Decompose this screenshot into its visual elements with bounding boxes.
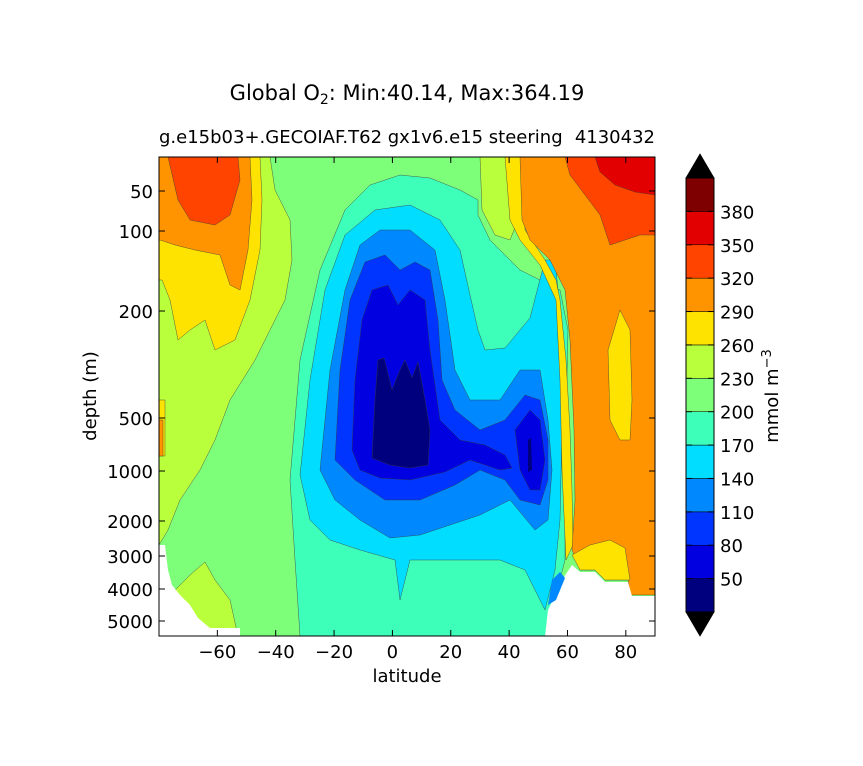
topography-north-cap xyxy=(548,572,565,605)
colorbar-tick-label: 50 xyxy=(720,570,743,591)
colorbar-segment xyxy=(685,511,715,546)
colorbar-segment xyxy=(685,578,715,613)
y-axis-label: depth (m) xyxy=(80,351,101,441)
band-20-north xyxy=(528,438,532,472)
x-tick-label: −60 xyxy=(198,642,236,663)
colorbar-segment xyxy=(685,244,715,279)
y-tick-label: 5000 xyxy=(107,612,153,633)
contour-field xyxy=(159,157,655,636)
band-320-south xyxy=(167,157,241,226)
y-tick-label: 2000 xyxy=(107,512,153,533)
chart-subtitle-left: g.e15b03+.GECOIAF.T62 gx1v6.e15 steering xyxy=(159,127,563,148)
colorbar-segment xyxy=(685,544,715,579)
x-tick-label: 80 xyxy=(614,642,637,663)
colorbar-segment xyxy=(685,177,715,212)
x-tick-label: −40 xyxy=(257,642,295,663)
colorbar-tick-label: 110 xyxy=(720,503,754,524)
plot-frame xyxy=(158,156,656,637)
band-290-edge xyxy=(159,419,164,457)
x-axis-label: latitude xyxy=(372,666,441,687)
y-tick-label: 50 xyxy=(130,182,153,203)
y-tick-label: 500 xyxy=(119,409,153,430)
y-tick-label: 1000 xyxy=(107,462,153,483)
band-290-north xyxy=(519,157,655,596)
band-350-north xyxy=(594,157,655,196)
colorbar-tick-label: 260 xyxy=(720,336,754,357)
topography-south xyxy=(159,545,240,636)
colorbar-tick-label: 80 xyxy=(720,536,743,557)
colorbar-label: mmol m−3 xyxy=(760,349,783,443)
band-260-arctic xyxy=(607,309,633,441)
chart-title: Global O2: Min:40.14, Max:364.19 xyxy=(230,81,585,108)
colorbar-tick-label: 320 xyxy=(720,269,754,290)
colorbar-segment xyxy=(685,444,715,479)
chart-subtitle-right: 4130432 xyxy=(575,127,655,148)
colorbar-segment xyxy=(685,277,715,312)
y-axis: 50 100 200 500 1000 2000 3000 4000 5000 xyxy=(107,182,655,633)
y-tick-label: 200 xyxy=(119,302,153,323)
colorbar-tick-label: 380 xyxy=(720,202,754,223)
colorbar-tick-label: 230 xyxy=(720,369,754,390)
colorbar-segment xyxy=(685,411,715,446)
colorbar-extend-low xyxy=(685,611,715,637)
colorbar-segment xyxy=(685,478,715,513)
y-tick-label: 4000 xyxy=(107,580,153,601)
y-tick-label: 100 xyxy=(119,222,153,243)
x-tick-label: −20 xyxy=(315,642,353,663)
colorbar-tick-label: 350 xyxy=(720,236,754,257)
colorbar-tick-label: 200 xyxy=(720,403,754,424)
colorbar-segment xyxy=(685,344,715,379)
x-tick-label: 20 xyxy=(439,642,462,663)
colorbar-segment xyxy=(685,311,715,346)
topography-north xyxy=(545,565,655,636)
band-260-north xyxy=(504,157,574,561)
x-axis: −60 −40 −20 0 20 40 60 80 xyxy=(198,157,637,663)
colorbar-frame xyxy=(685,177,715,613)
colorbar-segment xyxy=(685,378,715,412)
y-tick-label: 3000 xyxy=(107,547,153,568)
colorbar-tick-label: 170 xyxy=(720,436,754,457)
colorbar-extend-high xyxy=(685,153,715,179)
colorbar-tick-label: 290 xyxy=(720,303,754,324)
band-260-shelf xyxy=(571,539,631,581)
x-tick-label: 60 xyxy=(556,642,579,663)
colorbar-tick-label: 140 xyxy=(720,469,754,490)
colorbar-segment xyxy=(685,211,715,246)
band-20 xyxy=(371,357,431,469)
x-tick-label: 40 xyxy=(498,642,521,663)
x-tick-label: 0 xyxy=(387,642,398,663)
colorbar: 50 80 110 140 170 200 230 260 290 320 350 380 xyxy=(685,153,754,637)
